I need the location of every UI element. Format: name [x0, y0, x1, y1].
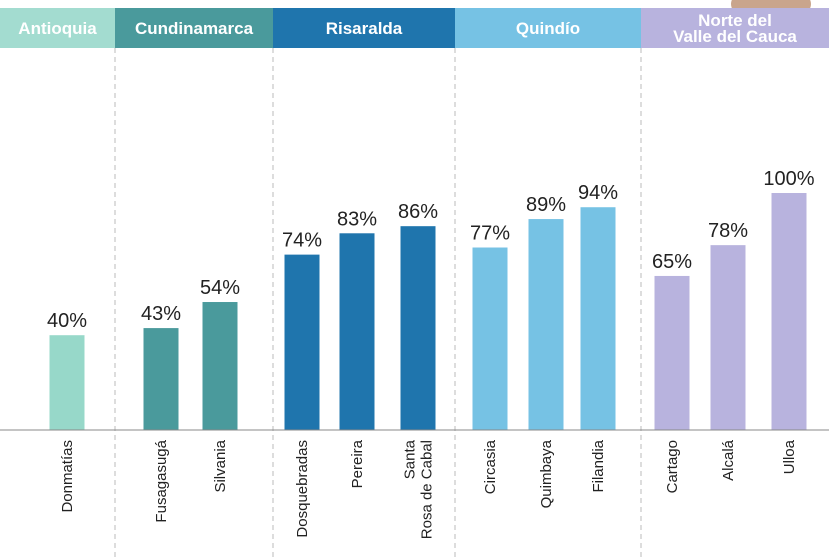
value-label: 86% — [398, 201, 438, 223]
category-label: Alcalá — [720, 439, 737, 481]
value-label: 54% — [200, 277, 240, 299]
bar — [655, 276, 690, 430]
group-label: Risaralda — [326, 19, 403, 38]
category-label: Donmatías — [59, 440, 76, 513]
category-label: Cartago — [664, 440, 681, 493]
category-label: Rosa de Cabal — [419, 440, 436, 539]
value-label: 40% — [47, 310, 87, 332]
bar — [285, 255, 320, 430]
value-label: 65% — [652, 251, 692, 273]
group-label: Valle del Cauca — [673, 27, 797, 46]
category-label: Silvania — [212, 439, 229, 492]
value-label: 78% — [708, 220, 748, 242]
category-label: Dosquebradas — [294, 440, 311, 538]
value-label: 43% — [141, 303, 181, 325]
value-label: 83% — [337, 208, 377, 230]
value-label: 100% — [763, 168, 814, 190]
bar — [581, 207, 616, 430]
bar — [473, 248, 508, 430]
bar — [772, 193, 807, 430]
value-label: 94% — [578, 182, 618, 204]
category-label: Ulloa — [781, 439, 798, 474]
bar — [144, 328, 179, 430]
group-label: Cundinamarca — [135, 19, 254, 38]
category-label: Santa — [402, 439, 419, 479]
group-label: Quindío — [516, 19, 580, 38]
bar — [340, 233, 375, 430]
bar — [711, 245, 746, 430]
chart: Antioquia 40% Donmatías Cundinamarca 43% Fusa… — [0, 0, 829, 559]
value-label: 77% — [470, 223, 510, 245]
bar — [401, 226, 436, 430]
group-label: Antioquia — [18, 19, 97, 38]
bar — [529, 219, 564, 430]
category-label: Quimbaya — [538, 439, 555, 508]
bar — [50, 335, 85, 430]
category-label: Filandia — [590, 439, 607, 492]
category-label: Pereira — [349, 439, 366, 488]
category-label: Circasia — [482, 439, 499, 494]
bar — [203, 302, 238, 430]
value-label: 74% — [282, 230, 322, 252]
category-label: Fusagasugá — [153, 439, 170, 522]
value-label: 89% — [526, 194, 566, 216]
